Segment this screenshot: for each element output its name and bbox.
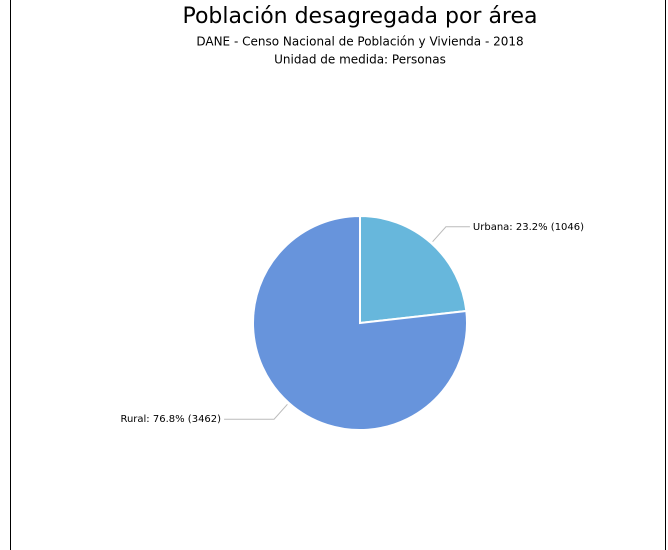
chart-subtitle: Unidad de medida: Personas: [274, 53, 446, 67]
pie-slice: [252, 214, 468, 431]
leader-line: [224, 403, 288, 420]
pie-slice: [359, 214, 468, 325]
chart-title: Población desagregada por área: [182, 4, 537, 29]
leader-line: [432, 226, 470, 243]
slice-label: Urbana: 23.2% (1046): [473, 222, 584, 233]
chart-subtitle: DANE - Censo Nacional de Población y Viv…: [196, 35, 523, 49]
slice-label: Rural: 76.8% (3462): [120, 414, 221, 425]
